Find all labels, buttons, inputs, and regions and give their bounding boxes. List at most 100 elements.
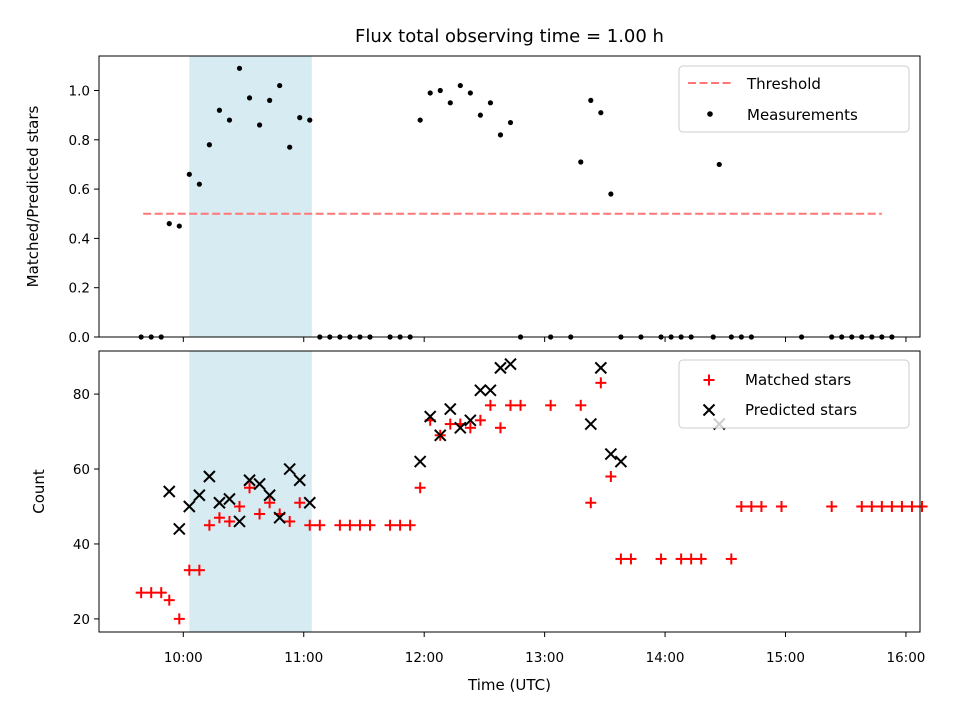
observing-time-span	[189, 351, 312, 632]
measurement-point	[246, 95, 253, 101]
measurement-point	[427, 90, 433, 96]
measurement-point	[267, 97, 273, 103]
ratio-legend-box	[678, 65, 910, 133]
predicted-star-point	[203, 470, 216, 483]
predicted-star-point	[434, 429, 447, 442]
measurement-point	[467, 90, 473, 96]
matched-star-point	[896, 500, 908, 512]
x-axis-label: Time (UTC)	[467, 676, 551, 694]
measurement-point	[166, 221, 172, 227]
predicted-star-point	[243, 474, 256, 487]
measurement-point	[307, 117, 313, 123]
predicted-star-point	[464, 414, 477, 427]
measurement-point	[216, 107, 223, 113]
ratio-plot-frame	[98, 55, 921, 338]
matched-star-point	[294, 497, 306, 509]
measurement-point	[206, 142, 213, 148]
matched-star-point	[364, 519, 376, 531]
predicted-star-point	[293, 474, 306, 487]
ratio-y-axis-label: Matched/Predicted stars	[24, 106, 42, 288]
ratio-x-ticks	[182, 337, 907, 342]
matched-star-point	[234, 500, 246, 512]
count-legend: Matched stars Predicted stars	[678, 359, 910, 429]
matched-star-point	[444, 418, 456, 430]
count-marks	[135, 357, 928, 625]
matched-star-point	[876, 500, 888, 512]
predicted-star-point	[474, 384, 487, 397]
matched-star-point	[886, 500, 898, 512]
predicted-legend-marker	[702, 403, 716, 417]
measurement-point	[477, 112, 483, 118]
matched-star-point	[685, 553, 697, 565]
matched-star-point	[193, 564, 205, 576]
matched-star-point	[856, 500, 868, 512]
matched-star-point	[173, 613, 185, 625]
matched-star-point	[595, 377, 607, 389]
predicted-star-point	[253, 477, 266, 491]
matched-star-point	[135, 587, 147, 599]
matched-star-point	[494, 422, 506, 434]
y-tick-label: 60	[73, 462, 90, 478]
matched-star-point	[866, 500, 878, 512]
matched-star-point	[334, 519, 346, 531]
matched-star-point	[344, 519, 356, 531]
measurement-point	[256, 122, 263, 128]
observing-time-span	[189, 56, 312, 337]
predicted-star-point	[454, 421, 467, 435]
predicted-star-point	[173, 522, 186, 536]
matched-star-point	[515, 399, 527, 411]
matched-star-point	[916, 500, 928, 512]
y-tick-label: 1.0	[69, 84, 90, 100]
measurement-point	[507, 119, 514, 126]
matched-star-point	[695, 553, 707, 565]
matched-star-point	[585, 497, 597, 509]
matched-star-point	[284, 515, 296, 527]
x-tick-label: 15:00	[766, 650, 805, 666]
x-tick-label: 11:00	[284, 650, 323, 666]
predicted-star-point	[594, 361, 608, 375]
matched-star-point	[354, 519, 366, 531]
matched-star-point	[384, 519, 396, 531]
matched-star-point	[163, 594, 175, 606]
measurement-point	[588, 97, 594, 103]
predicted-star-point	[223, 492, 236, 506]
x-tick-label: 14:00	[646, 650, 685, 666]
matched-star-point	[304, 519, 316, 531]
y-tick-label: 0.0	[69, 330, 90, 346]
measurement-point	[196, 181, 202, 187]
y-tick-label: 0.2	[69, 281, 90, 297]
measurement-point	[417, 117, 423, 123]
predicted-star-point	[614, 455, 628, 468]
matched-star-point	[314, 519, 326, 531]
matched-star-point	[244, 482, 256, 494]
predicted-star-point	[163, 485, 176, 498]
y-tick-label: 0.8	[69, 133, 90, 149]
predicted-star-point	[494, 361, 507, 375]
predicted-star-point	[444, 402, 457, 416]
y-tick-label: 0.4	[69, 231, 90, 247]
matched-star-point	[615, 553, 627, 565]
measurement-point	[297, 115, 303, 121]
threshold-legend-label: Threshold	[746, 75, 821, 93]
predicted-star-point	[504, 357, 517, 371]
matched-star-point	[183, 564, 195, 576]
measurement-point	[487, 100, 494, 106]
matched-star-point	[213, 512, 225, 524]
matched-star-point	[484, 399, 496, 411]
chart-title: Flux total observing time = 1.00 h	[355, 26, 664, 47]
measurement-point	[497, 132, 504, 138]
matched-star-point	[155, 587, 167, 599]
matched-star-point	[775, 500, 787, 512]
matched-star-point	[394, 519, 406, 531]
predicted-star-point	[273, 511, 286, 524]
predicted-star-point	[424, 410, 437, 423]
count-y-axis-label: Count	[30, 469, 48, 514]
matched-star-point	[203, 519, 215, 531]
matched-star-point	[906, 500, 918, 512]
matched-star-point	[655, 553, 667, 565]
predicted-star-point	[584, 417, 598, 431]
matched-star-point	[605, 471, 617, 483]
predicted-star-point	[213, 496, 226, 509]
matched-star-point	[223, 515, 235, 527]
y-tick-label: 40	[73, 537, 90, 553]
